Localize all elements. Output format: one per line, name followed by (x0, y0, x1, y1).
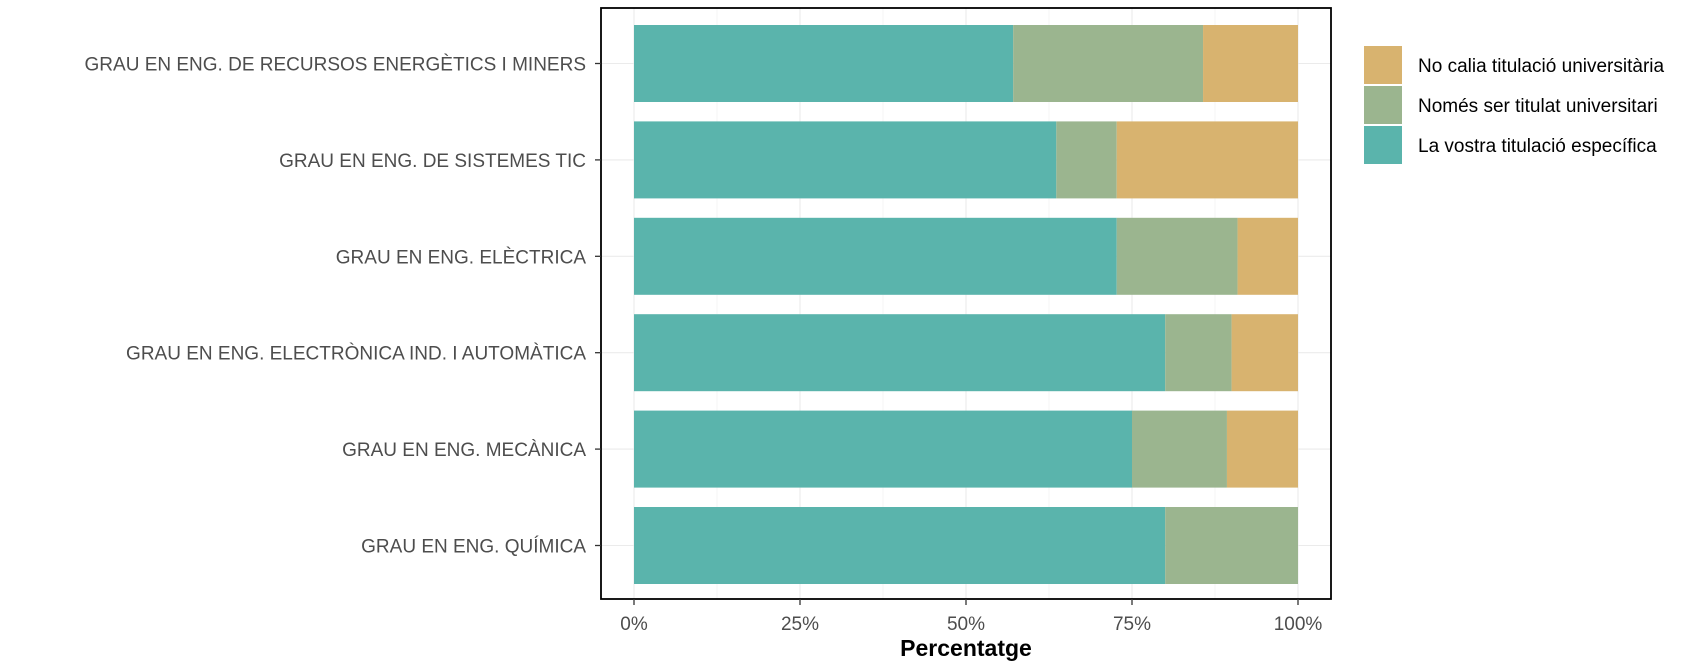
bar-segment (1203, 25, 1298, 102)
legend-label: No calia titulació universitària (1418, 56, 1664, 77)
x-axis: 0% 25% 50% 75% 100% (620, 599, 1322, 635)
bar-segment (634, 217, 1117, 295)
x-tick-label: 75% (1113, 614, 1151, 635)
bars (634, 25, 1298, 584)
y-tick-label: GRAU EN ENG. ELÈCTRICA (336, 247, 587, 268)
bar-segment (634, 25, 1014, 102)
bar-segment (634, 314, 1166, 392)
bar-segment (1226, 410, 1298, 488)
legend-label: La vostra titulació específica (1418, 136, 1657, 157)
bar-segment (1116, 217, 1238, 295)
x-tick-label: 50% (947, 614, 985, 635)
x-tick-label: 25% (781, 614, 819, 635)
legend-label: Només ser titulat universitari (1418, 96, 1658, 117)
bar-segment (634, 410, 1132, 488)
legend-swatch (1364, 46, 1402, 84)
x-tick-label: 0% (620, 614, 648, 635)
y-tick-label: GRAU EN ENG. QUÍMICA (361, 537, 586, 558)
bar-segment (1237, 217, 1298, 295)
bar-segment (634, 507, 1166, 584)
bar-segment (634, 121, 1057, 199)
bar-segment (1165, 507, 1298, 584)
bar-segment (1165, 314, 1232, 392)
bar-segment (1116, 121, 1298, 199)
bar-segment (1231, 314, 1298, 392)
legend: No calia titulació universitària Només se… (1364, 46, 1664, 164)
y-tick-label: GRAU EN ENG. ELECTRÒNICA IND. I AUTOMÀTI… (126, 343, 586, 365)
y-tick-label: GRAU EN ENG. DE RECURSOS ENERGÈTICS I MI… (85, 55, 586, 76)
y-tick-label: GRAU EN ENG. MECÀNICA (342, 440, 586, 461)
bar-segment (1056, 121, 1117, 199)
legend-swatch (1364, 86, 1402, 124)
legend-swatch (1364, 126, 1402, 164)
x-axis-title: Percentatge (900, 635, 1032, 661)
y-axis: GRAU EN ENG. DE RECURSOS ENERGÈTICS I MI… (85, 55, 601, 558)
x-tick-label: 100% (1274, 614, 1323, 635)
bar-segment (1013, 25, 1204, 102)
y-tick-label: GRAU EN ENG. DE SISTEMES TIC (279, 151, 586, 172)
bar-segment (1132, 410, 1227, 488)
